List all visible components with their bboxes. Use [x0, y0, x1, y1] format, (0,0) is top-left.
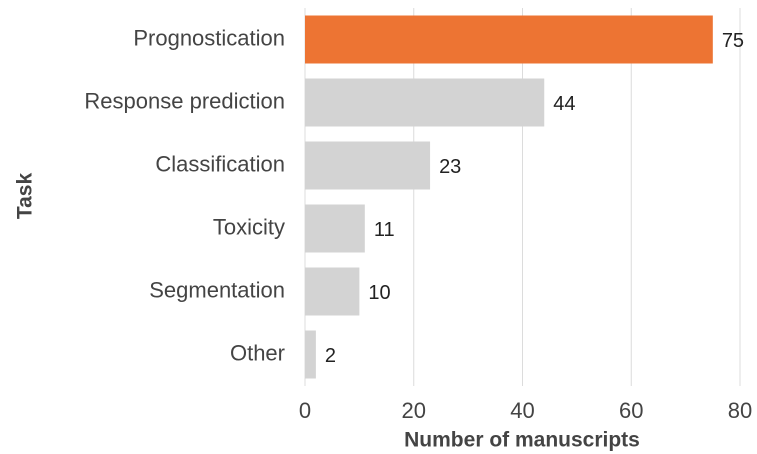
x-tick-label: 80 — [728, 398, 752, 423]
data-label: 2 — [325, 345, 336, 367]
data-label: 11 — [374, 219, 395, 241]
data-label: 75 — [722, 30, 744, 52]
bar — [305, 204, 365, 253]
y-tick-label: Segmentation — [149, 277, 285, 302]
data-label: 10 — [368, 282, 390, 304]
y-tick-label: Prognostication — [133, 25, 285, 50]
bar — [305, 267, 360, 316]
bar — [305, 141, 431, 190]
x-tick-label: 40 — [510, 398, 534, 423]
bar — [305, 15, 713, 64]
data-label: 23 — [439, 156, 461, 178]
bar — [305, 78, 545, 127]
x-tick-label: 20 — [402, 398, 426, 423]
bar — [305, 330, 316, 379]
x-axis-label: Number of manuscripts — [404, 429, 640, 452]
y-tick-label: Classification — [155, 151, 285, 176]
y-tick-label: Toxicity — [213, 214, 285, 239]
x-tick-label: 60 — [619, 398, 643, 423]
y-tick-label: Other — [230, 340, 285, 365]
y-tick-label: Response prediction — [84, 88, 285, 113]
data-label: 44 — [553, 93, 575, 115]
x-tick-label: 0 — [299, 398, 311, 423]
y-axis-label: Task — [14, 173, 37, 220]
